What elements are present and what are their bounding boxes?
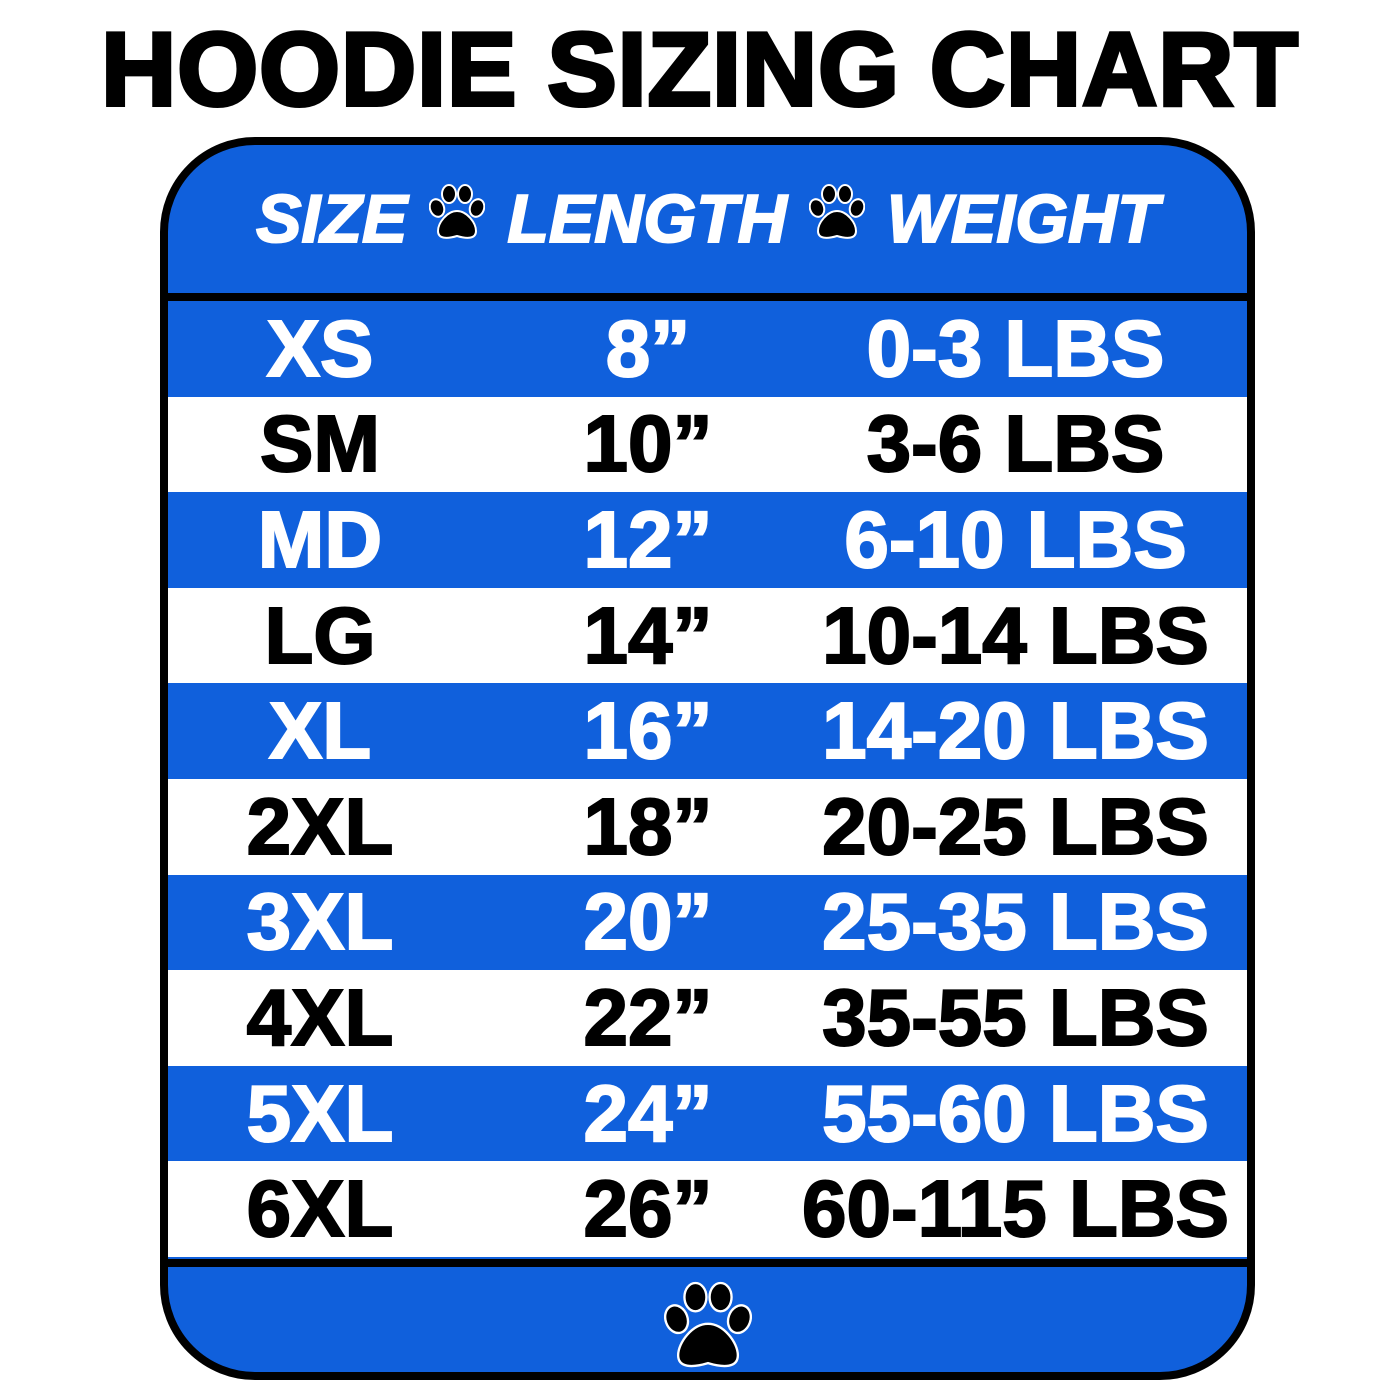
header-length: LENGTH (506, 180, 788, 258)
cell-size: 4XL (246, 972, 395, 1063)
cell-length: 24” (583, 1068, 714, 1159)
cell-weight: 3-6 LBS (866, 398, 1166, 489)
cell-weight: 0-3 LBS (866, 303, 1166, 394)
cell-length: 16” (583, 685, 714, 776)
cell-weight: 55-60 LBS (821, 1068, 1210, 1159)
table-row: SM 10” 3-6 LBS (168, 396, 1247, 493)
cell-weight: 25-35 LBS (821, 876, 1210, 967)
cell-size: 3XL (246, 876, 395, 967)
table-body: XS 8” 0-3 LBS SM 10” 3-6 LBS MD 12” 6-10 LBS LG 14… (168, 301, 1247, 1257)
cell-length: 22” (583, 972, 714, 1063)
header-weight: WEIGHT (886, 180, 1160, 258)
cell-size: XS (266, 303, 375, 394)
cell-size: 2XL (246, 781, 395, 872)
cell-length: 26” (583, 1163, 714, 1254)
header-size: SIZE (255, 180, 408, 258)
divider (168, 1259, 1247, 1267)
cell-length: 12” (583, 494, 714, 585)
table-row: 2XL 18” 20-25 LBS (168, 778, 1247, 875)
cell-weight: 20-25 LBS (821, 781, 1210, 872)
sizing-table: SIZE LENGTH WEIGHT XS 8” 0-3 LBS SM 10” 3-6 L… (160, 137, 1255, 1380)
cell-length: 20” (583, 876, 714, 967)
cell-length: 14” (583, 590, 714, 681)
table-row: 3XL 20” 25-35 LBS (168, 874, 1247, 971)
cell-size: XL (268, 685, 372, 776)
cell-weight: 60-115 LBS (801, 1163, 1230, 1254)
table-row: 5XL 24” 55-60 LBS (168, 1065, 1247, 1162)
table-row: XL 16” 14-20 LBS (168, 683, 1247, 779)
table-row: XS 8” 0-3 LBS (168, 301, 1247, 397)
page-title: HOODIE SIZING CHART (99, 10, 1300, 130)
divider (168, 293, 1247, 301)
paw-icon (663, 1281, 752, 1372)
table-footer (168, 1267, 1247, 1372)
table-row: 6XL 26” 60-115 LBS (168, 1161, 1247, 1257)
table-row: 4XL 22” 35-55 LBS (168, 970, 1247, 1066)
paw-icon (429, 180, 486, 258)
cell-size: 5XL (246, 1068, 395, 1159)
table-row: LG 14” 10-14 LBS (168, 587, 1247, 684)
table-row: MD 12” 6-10 LBS (168, 492, 1247, 588)
cell-length: 8” (605, 303, 692, 394)
table-header: SIZE LENGTH WEIGHT (168, 145, 1247, 293)
cell-size: 6XL (246, 1163, 395, 1254)
cell-weight: 35-55 LBS (821, 972, 1210, 1063)
paw-icon (808, 180, 866, 258)
cell-size: LG (263, 590, 376, 681)
cell-weight: 6-10 LBS (843, 494, 1187, 585)
cell-weight: 10-14 LBS (821, 590, 1210, 681)
cell-size: SM (259, 398, 381, 489)
cell-length: 18” (583, 781, 714, 872)
cell-length: 10” (583, 398, 714, 489)
cell-weight: 14-20 LBS (821, 685, 1210, 776)
cell-size: MD (257, 494, 383, 585)
